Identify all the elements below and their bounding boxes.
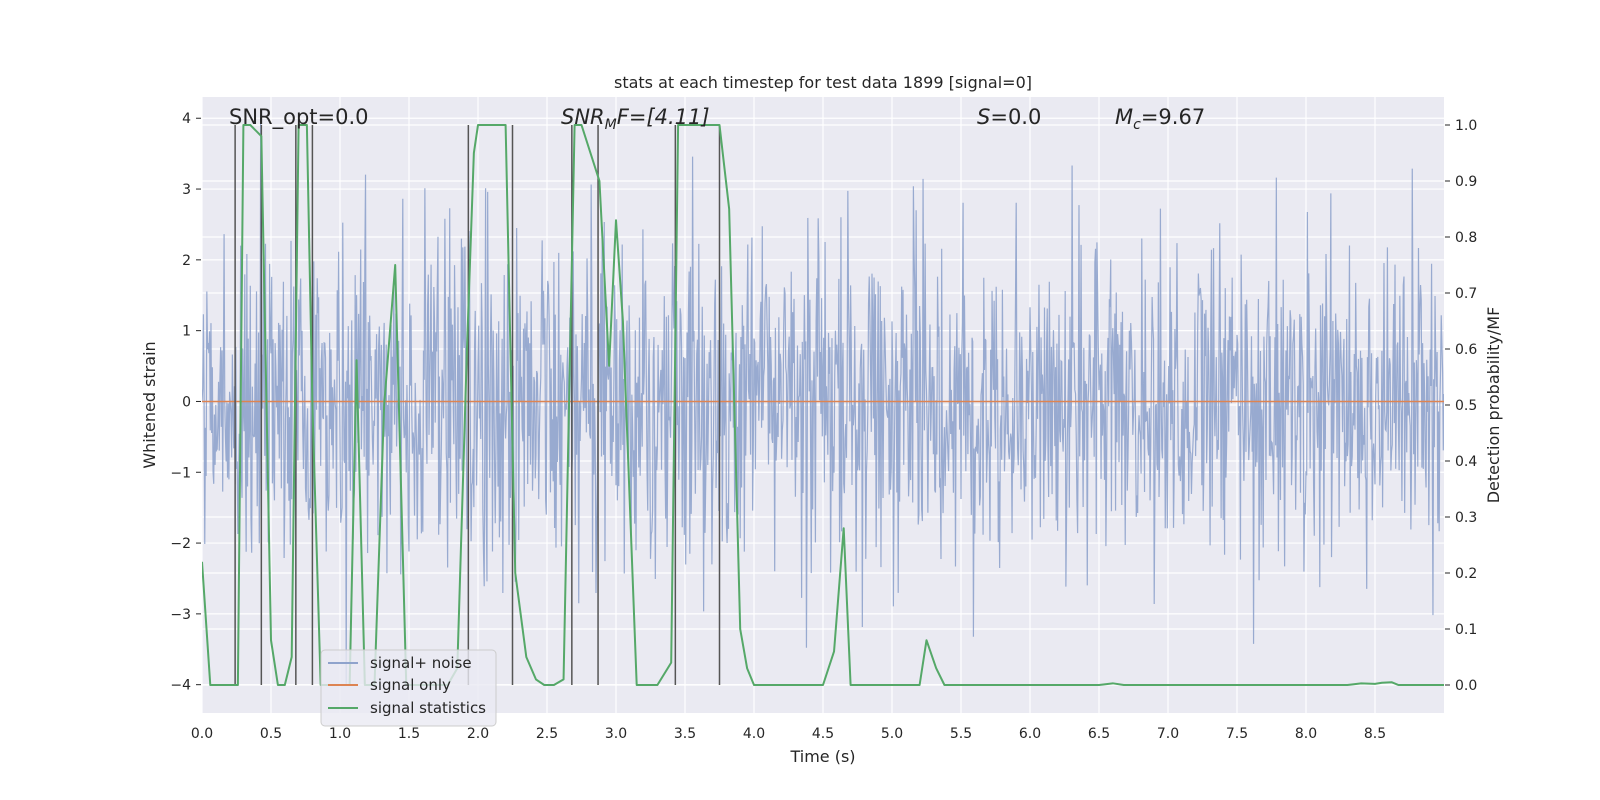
x-tick-label: 0.5 [260,726,282,742]
detection-markers [234,125,721,685]
y-right-tick-label: 1.0 [1455,118,1477,134]
y-right-tick-label: 0.0 [1455,678,1477,694]
y-right-tick-labels: 1.0 0.9 0.8 0.7 0.6 0.5 0.4 0.3 0.2 0.1 0.0 [1445,118,1477,694]
legend-label-signal-only: signal only [370,676,451,694]
y-tick-label: 3 [182,182,191,198]
y-right-tick-label: 0.3 [1455,510,1477,526]
annotation-s: S=0.0 [977,105,1041,129]
x-tick-label: 1.0 [329,726,351,742]
y-tick-label: 0 [182,394,191,410]
y-right-tick-label: 0.1 [1455,622,1477,638]
y-axis-label: Whitened strain [140,341,159,468]
x-tick-label: 4.5 [812,726,834,742]
y-tick-label: 2 [182,253,191,269]
y-right-tick-label: 0.2 [1455,566,1477,582]
legend-label-statistics: signal statistics [370,699,486,717]
x-axis-label: Time (s) [789,747,855,766]
y-tick-labels: 4 3 2 1 0 −1 −2 −3 −4 [170,111,201,694]
x-tick-labels: 0.0 0.5 1.0 1.5 2.0 2.5 3.0 3.5 4.0 4.5 5.0 5.5 6.0 6… [191,726,1386,742]
annotation-snr-opt: SNR_opt=0.0 [229,105,369,130]
x-tick-label: 7.0 [1157,726,1179,742]
y-tick-label: 4 [182,111,191,127]
x-tick-label: 5.0 [881,726,903,742]
x-tick-label: 5.5 [950,726,972,742]
y-right-tick-label: 0.7 [1455,286,1477,302]
legend-box [320,649,497,727]
annotation-mc: Mc=9.67 [1115,105,1205,133]
statistics-line [202,124,1444,686]
x-tick-label: 4.0 [743,726,765,742]
y-tick-label: −2 [170,536,191,552]
x-tick-label: 8.5 [1364,726,1386,742]
y-right-tick-label: 0.4 [1455,454,1477,470]
y-right-tick-label: 0.5 [1455,398,1477,414]
legend: signal+ noise signal only signal statist… [320,649,497,727]
y-right-tick-label: 0.8 [1455,230,1477,246]
y-tick-label: −1 [170,465,191,481]
x-tick-label: 8.0 [1295,726,1317,742]
annotation-snr-mf: SNRMF=[4.11] [561,105,710,133]
y-right-tick-label: 0.6 [1455,342,1477,358]
x-tick-label: 2.5 [536,726,558,742]
y-right-tick-label: 0.9 [1455,174,1477,190]
y-tick-label: −3 [170,607,191,623]
x-tick-label: 3.5 [674,726,696,742]
legend-label-noise: signal+ noise [370,654,472,672]
x-tick-label: 1.5 [398,726,420,742]
noise-trace-line [202,118,1444,685]
y-tick-label: −4 [170,678,191,694]
chart-title: stats at each timestep for test data 189… [614,73,1032,92]
x-tick-label: 0.0 [191,726,213,742]
x-tick-label: 2.0 [467,726,489,742]
y-right-axis-label: Detection probability/MF [1484,307,1503,504]
x-tick-label: 7.5 [1226,726,1248,742]
signal-statistics-trace [202,124,1444,686]
x-tick-label: 6.5 [1088,726,1110,742]
y-tick-label: 1 [182,324,191,340]
signal-noise-trace [202,118,1444,685]
x-tick-label: 6.0 [1019,726,1041,742]
x-tick-label: 3.0 [605,726,627,742]
